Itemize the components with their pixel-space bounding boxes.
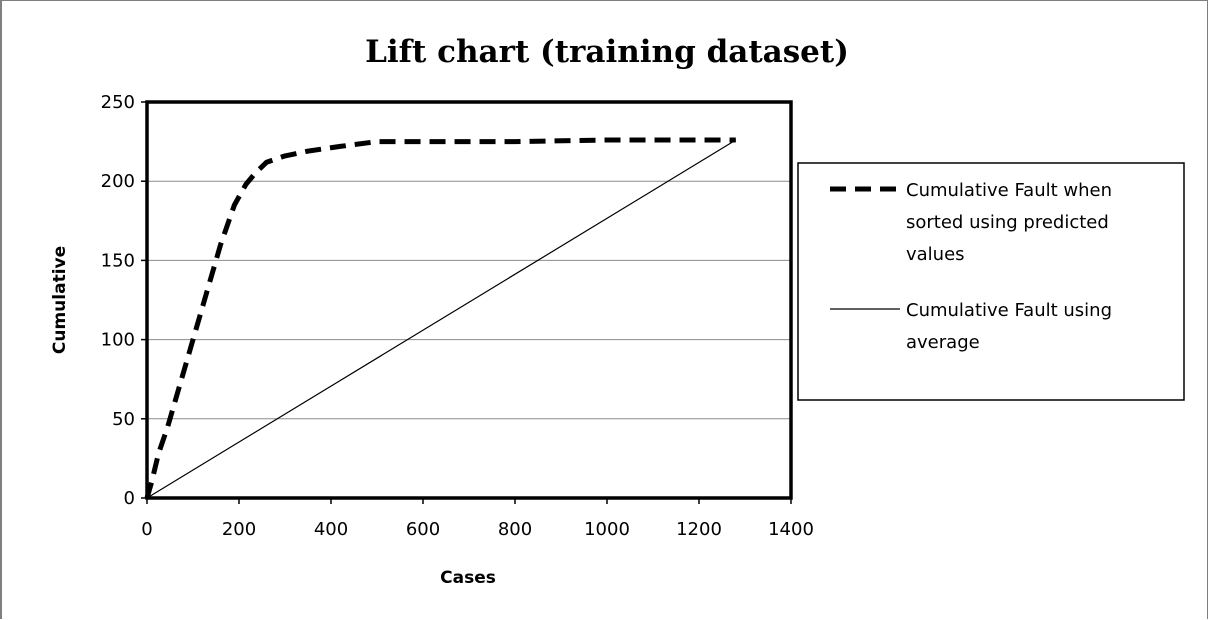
x-tick-label: 400 <box>314 519 348 540</box>
legend-label-0-0: Cumulative Fault when <box>906 180 1112 201</box>
series-layer <box>144 137 737 499</box>
chart-title: Lift chart (training dataset) <box>365 34 849 70</box>
legend-label-1-0: Cumulative Fault using <box>906 300 1112 321</box>
y-tick-label: 200 <box>101 171 135 192</box>
x-tick-label: 1400 <box>768 519 814 540</box>
x-tick-label: 200 <box>222 519 256 540</box>
y-axis-title: Cumulative <box>50 246 70 354</box>
legend-label-0-2: values <box>906 244 965 265</box>
x-axis: 0 200 400 600 800 1000 1200 1400 <box>141 498 814 540</box>
x-axis-title: Cases <box>440 568 496 588</box>
x-tick-label: 0 <box>141 519 152 540</box>
y-tick-label: 100 <box>101 330 135 351</box>
series-line-average <box>146 139 737 499</box>
y-axis: 0 50 100 150 200 250 <box>101 92 147 509</box>
legend-box <box>797 162 1185 401</box>
y-tick-label: 50 <box>112 409 135 430</box>
x-tick-label: 600 <box>406 519 440 540</box>
gridlines <box>147 180 791 420</box>
x-tick-label: 1200 <box>676 519 722 540</box>
legend: Cumulative Fault when sorted using predic… <box>797 162 1185 401</box>
legend-label-1-1: average <box>906 332 980 353</box>
y-tick-label: 0 <box>124 488 135 509</box>
y-tick-label: 250 <box>101 92 135 113</box>
plot-area-border <box>145 100 793 500</box>
y-tick-label: 150 <box>101 250 135 271</box>
x-tick-label: 1000 <box>584 519 630 540</box>
legend-label-0-1: sorted using predicted <box>906 212 1109 233</box>
x-tick-label: 800 <box>498 519 532 540</box>
series-line-predicted <box>144 137 736 499</box>
